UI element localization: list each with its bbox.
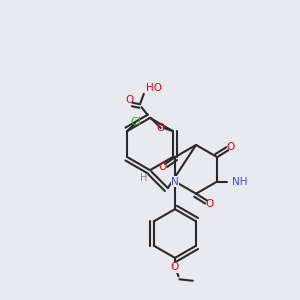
Text: Cl: Cl	[131, 117, 142, 127]
Text: O: O	[205, 199, 214, 209]
Text: NH: NH	[232, 176, 248, 187]
Text: HO: HO	[146, 83, 162, 94]
Text: O: O	[171, 262, 179, 272]
Text: O: O	[226, 142, 235, 152]
Text: N: N	[171, 176, 179, 187]
Text: H: H	[140, 172, 148, 183]
Text: O: O	[157, 123, 165, 133]
Text: O: O	[159, 162, 167, 172]
Text: O: O	[125, 95, 134, 105]
